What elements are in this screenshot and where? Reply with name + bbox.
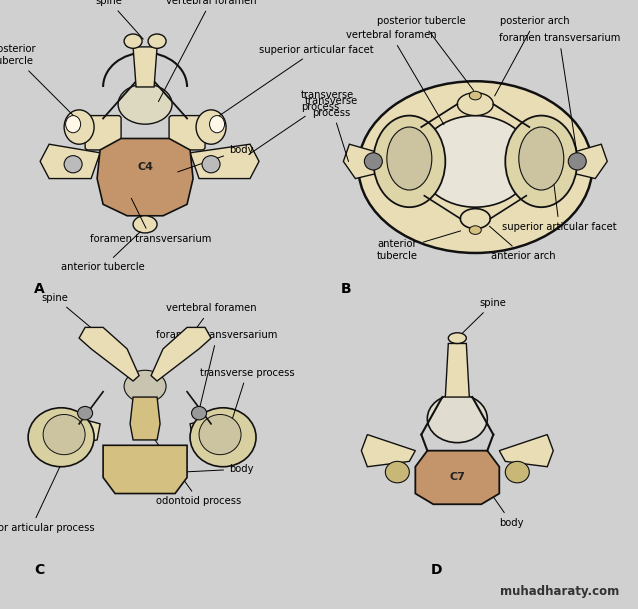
Text: C: C [34, 563, 45, 577]
Text: foramen transversarium: foramen transversarium [91, 199, 212, 244]
Text: C4: C4 [137, 162, 153, 172]
Polygon shape [40, 144, 100, 178]
Polygon shape [151, 328, 211, 381]
Polygon shape [97, 138, 193, 216]
Text: posterior
tubercle: posterior tubercle [0, 44, 77, 119]
FancyBboxPatch shape [85, 116, 121, 150]
Polygon shape [103, 445, 187, 493]
Ellipse shape [124, 370, 166, 403]
Ellipse shape [568, 153, 586, 170]
Ellipse shape [387, 127, 432, 190]
Text: transverse process: transverse process [200, 368, 294, 426]
Text: anterior tubercle: anterior tubercle [61, 232, 145, 272]
Text: vertebral foramen: vertebral foramen [159, 303, 256, 379]
Polygon shape [571, 144, 607, 178]
Ellipse shape [385, 462, 410, 483]
Ellipse shape [461, 209, 490, 228]
Polygon shape [79, 328, 139, 381]
Text: body: body [489, 490, 524, 527]
Ellipse shape [457, 93, 493, 116]
Text: anterior
tubercle: anterior tubercle [377, 231, 461, 261]
Ellipse shape [190, 408, 256, 466]
Ellipse shape [191, 406, 207, 420]
Text: anterior arch: anterior arch [489, 226, 556, 261]
Ellipse shape [209, 116, 225, 133]
Text: superior articular facet: superior articular facet [213, 44, 374, 120]
Text: foramen transversarium: foramen transversarium [498, 33, 620, 153]
Ellipse shape [470, 91, 481, 100]
Ellipse shape [202, 156, 220, 173]
Text: body: body [184, 464, 253, 474]
Text: spine: spine [41, 292, 95, 331]
Polygon shape [361, 435, 415, 466]
Text: superior articular facet: superior articular facet [502, 181, 616, 232]
Text: transverse
process: transverse process [249, 90, 354, 154]
Ellipse shape [148, 34, 166, 48]
Ellipse shape [118, 84, 172, 124]
Ellipse shape [66, 116, 80, 133]
Text: muhadharaty.com: muhadharaty.com [500, 585, 619, 598]
Ellipse shape [78, 406, 93, 420]
Ellipse shape [196, 110, 226, 144]
Ellipse shape [505, 116, 577, 207]
Polygon shape [500, 435, 553, 466]
Ellipse shape [43, 415, 85, 455]
Polygon shape [133, 47, 157, 87]
FancyBboxPatch shape [169, 116, 205, 150]
Text: body: body [178, 145, 253, 172]
Polygon shape [190, 144, 259, 178]
Ellipse shape [427, 395, 487, 443]
Text: D: D [430, 563, 442, 577]
Text: spine: spine [96, 0, 143, 39]
Ellipse shape [505, 462, 530, 483]
Ellipse shape [28, 408, 94, 466]
Text: vertebral foramen: vertebral foramen [158, 0, 256, 102]
Polygon shape [415, 451, 500, 504]
Text: posterior tubercle: posterior tubercle [377, 16, 473, 91]
Text: B: B [341, 282, 351, 296]
Text: C7: C7 [449, 473, 465, 482]
Ellipse shape [470, 226, 481, 234]
Ellipse shape [449, 333, 466, 343]
Ellipse shape [64, 110, 94, 144]
Text: vertebral foramen: vertebral foramen [346, 30, 444, 125]
Text: odontoid process: odontoid process [152, 437, 242, 506]
Ellipse shape [124, 34, 142, 48]
Ellipse shape [133, 216, 157, 233]
Text: spine: spine [459, 298, 507, 336]
Text: A: A [34, 282, 45, 296]
Polygon shape [190, 413, 235, 445]
Ellipse shape [64, 156, 82, 173]
Ellipse shape [519, 127, 564, 190]
Polygon shape [343, 144, 380, 178]
Polygon shape [55, 413, 100, 445]
Polygon shape [445, 343, 470, 397]
Ellipse shape [364, 153, 382, 170]
Ellipse shape [373, 116, 445, 207]
Text: superior articular process: superior articular process [0, 466, 95, 533]
Text: posterior arch: posterior arch [494, 16, 570, 96]
Ellipse shape [419, 116, 532, 207]
Text: transverse
process: transverse process [305, 96, 358, 161]
Text: foramen transversarium: foramen transversarium [156, 330, 278, 408]
Polygon shape [130, 397, 160, 440]
Ellipse shape [359, 81, 592, 253]
Ellipse shape [199, 415, 241, 455]
